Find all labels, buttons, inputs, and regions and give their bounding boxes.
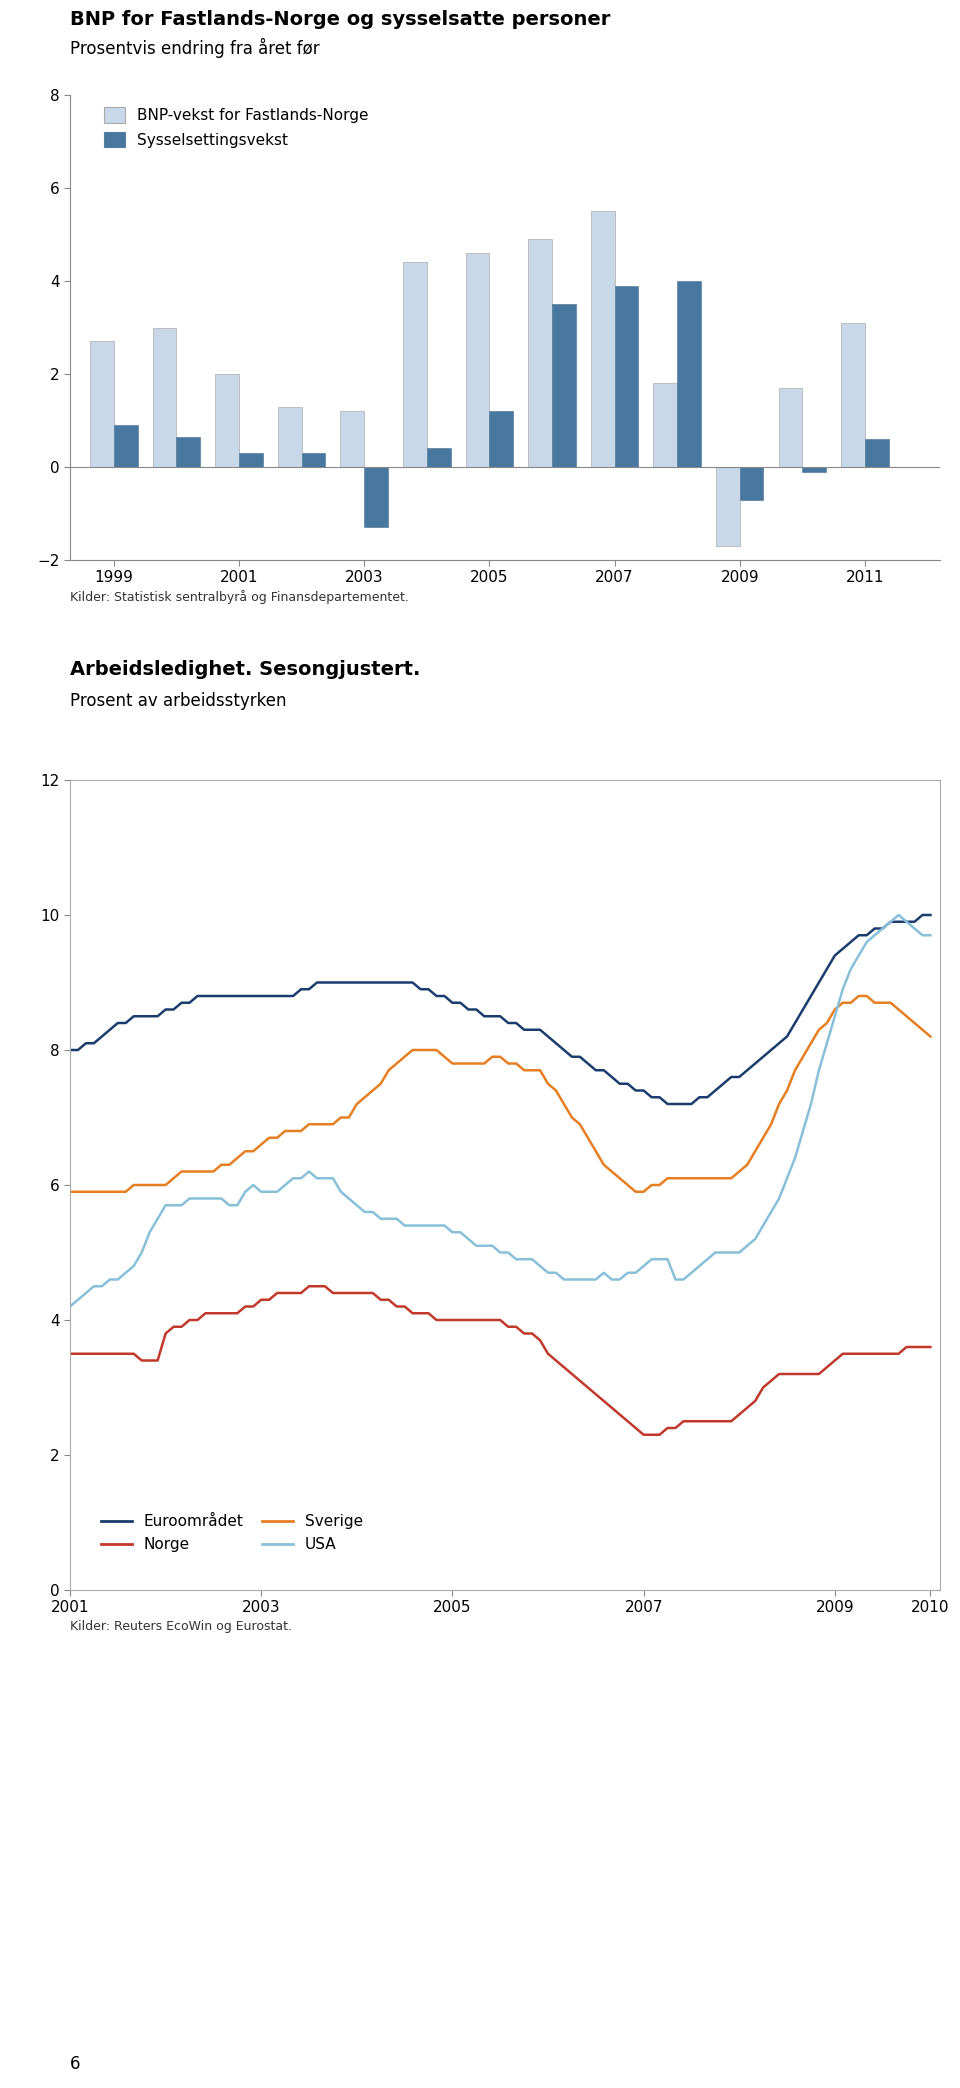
Bar	[364, 468, 388, 528]
Bar	[677, 282, 701, 468]
Bar	[427, 449, 450, 468]
Bar	[114, 426, 137, 468]
Bar	[490, 411, 514, 468]
Legend: BNP-vekst for Fastlands-Norge, Sysselsettingsvekst: BNP-vekst for Fastlands-Norge, Sysselset…	[104, 106, 369, 148]
Bar	[740, 468, 763, 499]
Bar	[403, 263, 427, 468]
Text: Prosent av arbeidsstyrken: Prosent av arbeidsstyrken	[70, 691, 286, 710]
Bar	[590, 211, 614, 468]
Bar	[301, 453, 325, 468]
Bar	[716, 468, 740, 547]
Bar	[779, 388, 803, 468]
Text: 6: 6	[70, 2055, 81, 2073]
Bar	[341, 411, 364, 468]
Bar	[466, 253, 490, 468]
Text: Arbeidsledighet. Sesongjustert.: Arbeidsledighet. Sesongjustert.	[70, 660, 420, 679]
Bar	[528, 240, 552, 468]
Bar	[614, 286, 638, 468]
Bar	[153, 328, 177, 468]
Text: Kilder: Statistisk sentralbyrå og Finansdepartementet.: Kilder: Statistisk sentralbyrå og Finans…	[70, 591, 409, 603]
Bar	[90, 342, 114, 468]
Bar	[215, 374, 239, 468]
Bar	[865, 438, 889, 468]
Text: BNP for Fastlands-Norge og sysselsatte personer: BNP for Fastlands-Norge og sysselsatte p…	[70, 10, 611, 29]
Bar	[803, 468, 827, 472]
Bar	[654, 384, 677, 468]
Text: Prosentvis endring fra året før: Prosentvis endring fra året før	[70, 38, 320, 58]
Text: Kilder: Reuters EcoWin og Eurostat.: Kilder: Reuters EcoWin og Eurostat.	[70, 1620, 292, 1633]
Bar	[177, 436, 201, 468]
Bar	[841, 324, 865, 468]
Legend: Euroområdet, Norge, Sverige, USA: Euroområdet, Norge, Sverige, USA	[95, 1508, 370, 1558]
Bar	[239, 453, 263, 468]
Bar	[277, 407, 301, 468]
Bar	[552, 305, 576, 468]
